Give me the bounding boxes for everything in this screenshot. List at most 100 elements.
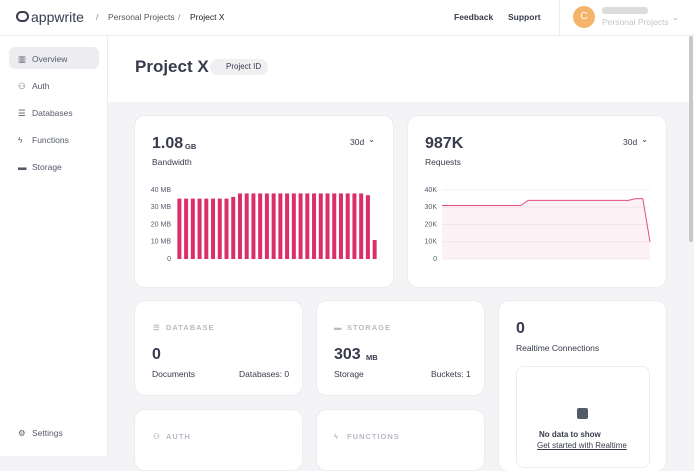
separator: /	[178, 12, 181, 22]
period-select[interactable]: 30d	[623, 137, 638, 147]
metric-extra: Databases: 0	[239, 369, 290, 379]
nav-icon: ⚙	[18, 428, 26, 438]
y-tick-label: 30 MB	[151, 204, 172, 211]
bar	[372, 240, 377, 259]
link[interactable]: Support	[508, 12, 541, 22]
card-title: FUNCTIONS	[347, 432, 400, 441]
bar	[318, 193, 323, 259]
card-title: STORAGE	[347, 323, 391, 332]
metric-label: Storage	[334, 369, 364, 379]
metric-label: Realtime Connections	[516, 343, 600, 353]
org-name: Personal Projects	[602, 17, 669, 27]
card-icon: ▬	[334, 323, 343, 332]
nav-icon: ⚇	[18, 81, 26, 91]
bar	[298, 193, 303, 259]
card-icon: ⚇	[153, 432, 161, 441]
scrollbar	[689, 36, 693, 242]
area	[442, 198, 650, 259]
requests-chart: 40K 30K 20K 10K 0	[425, 187, 651, 263]
chevron[interactable]: ⌄	[672, 12, 680, 22]
nav-item[interactable]: Functions	[32, 135, 69, 145]
breadcrumb[interactable]: Project X	[190, 12, 225, 22]
period-select[interactable]: 30d	[350, 137, 365, 147]
bandwidth-chart: 40 MB 30 MB 20 MB 10 MB 0	[151, 187, 377, 263]
y-tick-label: 40K	[425, 187, 438, 194]
metric-unit: MB	[366, 353, 378, 362]
breadcrumb[interactable]: Personal Projects	[108, 12, 175, 22]
bar	[312, 193, 317, 259]
separator: /	[96, 12, 99, 22]
logo-icon	[16, 11, 29, 22]
bar	[251, 193, 256, 259]
line	[442, 198, 651, 242]
empty-icon	[577, 408, 588, 419]
bar	[258, 193, 263, 259]
bar	[345, 193, 350, 259]
bar	[338, 193, 343, 259]
y-tick-label: 10K	[425, 239, 438, 246]
bar	[278, 193, 283, 259]
metric-value: 0	[516, 320, 525, 337]
y-tick-label: 0	[433, 256, 437, 263]
bar	[211, 198, 216, 259]
bar	[231, 196, 236, 259]
bar	[271, 193, 276, 259]
metric-extra: Buckets: 1	[431, 369, 471, 379]
card-title: AUTH	[166, 432, 191, 441]
nav-icon: ☰	[18, 108, 26, 118]
y-tick-label: 20 MB	[151, 221, 172, 228]
project-id-badge[interactable]: Project ID	[210, 59, 269, 75]
bar	[244, 193, 249, 259]
y-tick-label: 10 MB	[151, 239, 172, 246]
bar	[204, 198, 209, 259]
metric-label: Requests	[425, 157, 461, 167]
y-tick-label: 20K	[425, 221, 438, 228]
metric-label: Bandwidth	[152, 157, 192, 167]
bar	[291, 193, 296, 259]
blurred-name	[602, 7, 648, 14]
bar	[305, 193, 310, 259]
nav-icon: ϟ	[18, 135, 23, 145]
nav-item[interactable]: Auth	[32, 81, 50, 91]
link[interactable]: Get started with Realtime	[537, 441, 627, 450]
bar	[197, 198, 202, 259]
bar	[217, 198, 222, 259]
nav-item[interactable]: Storage	[32, 162, 62, 172]
metric-value: 1.08	[152, 135, 184, 152]
metric-label: Documents	[152, 369, 195, 379]
realtime-card	[499, 301, 666, 471]
avatar[interactable]: C	[573, 6, 595, 28]
bar	[184, 198, 189, 259]
page-title: Project X	[135, 57, 209, 76]
bar	[190, 198, 195, 259]
nav-item[interactable]: Settings	[32, 428, 63, 438]
functions-card	[317, 410, 484, 470]
card-icon: ☰	[153, 323, 161, 332]
card-icon: ϟ	[334, 432, 339, 441]
metric-value: 987K	[425, 135, 464, 152]
sidebar	[0, 36, 108, 456]
bar	[177, 198, 182, 259]
title-band	[108, 36, 694, 102]
active-item	[9, 47, 99, 69]
nav-icon: ▬	[18, 162, 27, 172]
y-tick-label: 40 MB	[151, 187, 172, 194]
nav-icon: ▥	[18, 54, 27, 64]
nav-item[interactable]: Overview	[32, 54, 68, 64]
bar	[365, 195, 370, 259]
database-card	[135, 301, 302, 395]
card-title: DATABASE	[166, 323, 215, 332]
y-tick-label: 30K	[425, 204, 438, 211]
bar	[359, 193, 364, 259]
metric-value: 0	[152, 346, 161, 363]
bar	[237, 193, 242, 259]
logo[interactable]: appwrite	[31, 9, 84, 25]
link[interactable]: Feedback	[454, 12, 494, 22]
y-tick-label: 0	[167, 256, 171, 263]
metric-unit: GB	[185, 142, 197, 151]
bar	[325, 193, 330, 259]
bar	[285, 193, 290, 259]
bar	[332, 193, 337, 259]
nav-item[interactable]: Databases	[32, 108, 73, 118]
